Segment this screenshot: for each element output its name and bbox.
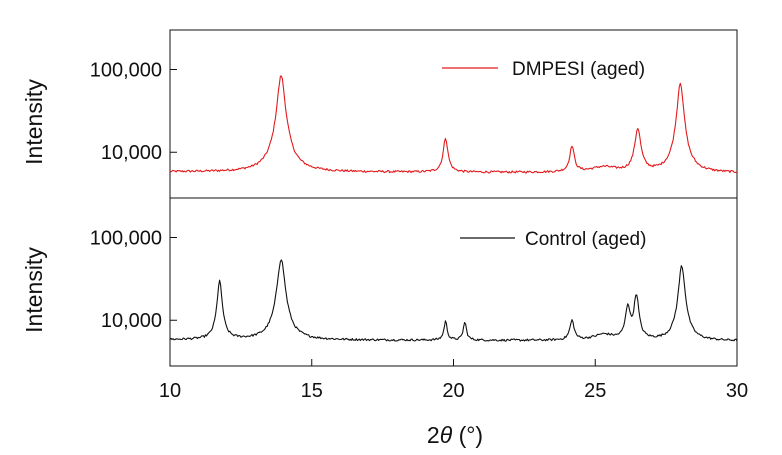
x-tick-label: 20 xyxy=(442,380,464,402)
legend-label: Control (aged) xyxy=(525,229,646,250)
y-tick-label: 10,000 xyxy=(101,310,162,332)
top-panel: 10,000 100,000 Intensity DMPESI (aged) xyxy=(21,29,738,199)
bottom-panel: 10,000 100,000 Intensity Control (aged) xyxy=(21,197,738,367)
x-tick-label: 15 xyxy=(301,380,323,402)
panel-frame xyxy=(169,197,738,367)
y-tick-label: 100,000 xyxy=(90,59,162,81)
panel-frame xyxy=(169,29,738,199)
series-line xyxy=(169,75,737,174)
x-tick-label: 30 xyxy=(726,380,748,402)
y-axis-title: Intensity xyxy=(21,247,47,333)
y-tick-label: 10,000 xyxy=(101,142,162,164)
y-axis-title: Intensity xyxy=(21,79,47,165)
x-axis-title: 2θ (°) xyxy=(427,422,483,448)
x-tick-label: 25 xyxy=(584,380,606,402)
y-tick-label: 100,000 xyxy=(90,227,162,249)
x-tick-label: 10 xyxy=(159,380,181,402)
x-axis: 10 15 20 25 30 xyxy=(159,359,748,402)
series-line xyxy=(169,259,738,342)
legend-label: DMPESI (aged) xyxy=(512,59,645,80)
